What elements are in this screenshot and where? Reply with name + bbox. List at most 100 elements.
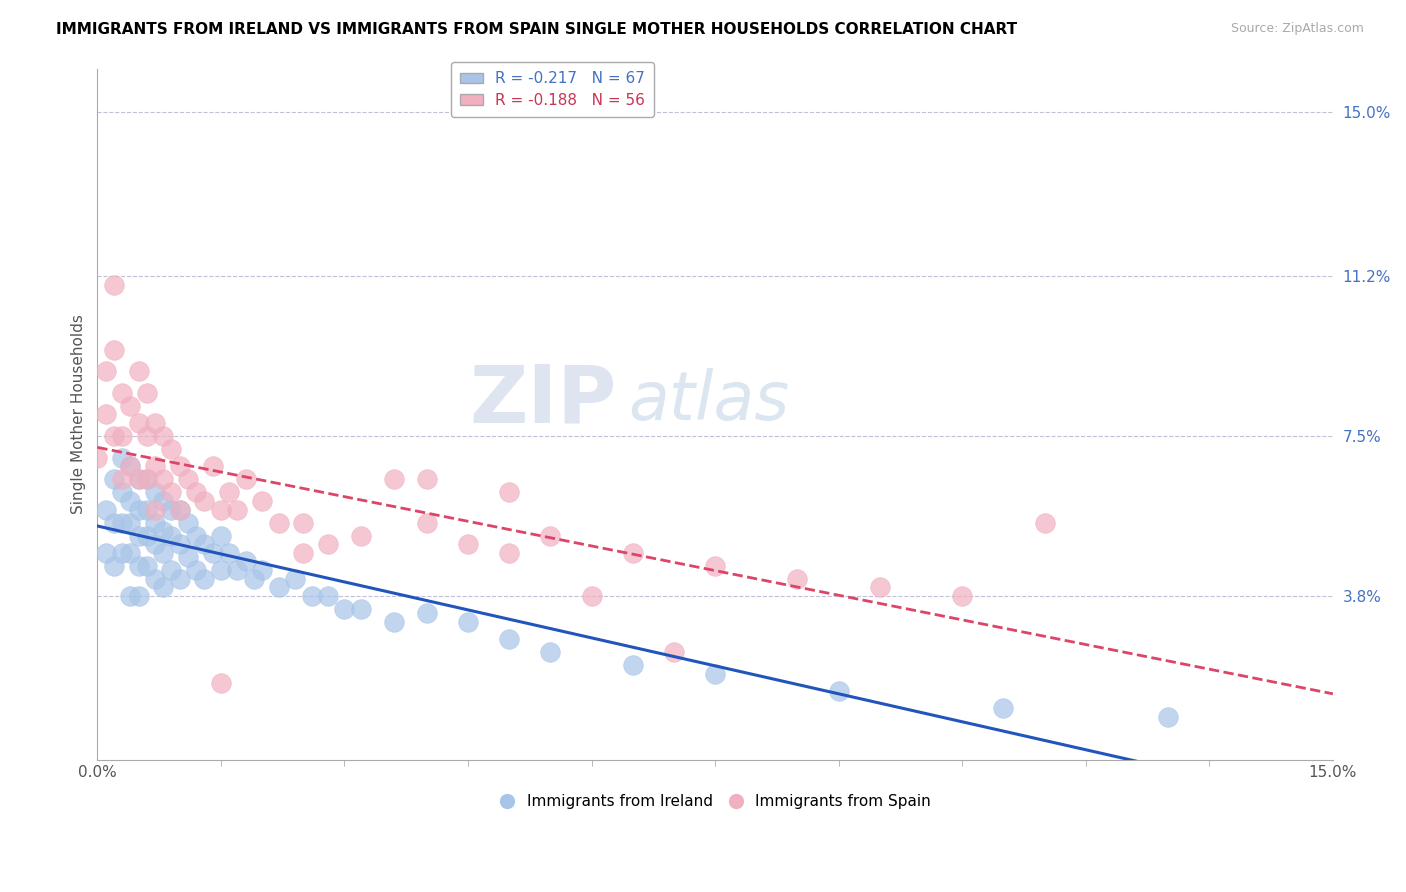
Point — [226, 563, 249, 577]
Point — [1157, 710, 1180, 724]
Point — [103, 516, 125, 530]
Point — [177, 472, 200, 486]
Point — [193, 537, 215, 551]
Point — [103, 343, 125, 357]
Point — [869, 581, 891, 595]
Point — [209, 528, 232, 542]
Point — [538, 645, 561, 659]
Point — [120, 546, 142, 560]
Point — [103, 429, 125, 443]
Point — [135, 528, 157, 542]
Point — [226, 502, 249, 516]
Point — [128, 364, 150, 378]
Point — [333, 602, 356, 616]
Point — [316, 589, 339, 603]
Point — [169, 502, 191, 516]
Point — [103, 277, 125, 292]
Point — [457, 537, 479, 551]
Point — [284, 572, 307, 586]
Point — [128, 416, 150, 430]
Point — [621, 658, 644, 673]
Point — [704, 558, 727, 573]
Point — [498, 632, 520, 647]
Point — [267, 581, 290, 595]
Point — [135, 385, 157, 400]
Point — [621, 546, 644, 560]
Point — [160, 563, 183, 577]
Text: ZIP: ZIP — [470, 361, 616, 440]
Point — [416, 607, 439, 621]
Point — [143, 502, 166, 516]
Point — [111, 516, 134, 530]
Point — [218, 546, 240, 560]
Point — [193, 494, 215, 508]
Point — [169, 502, 191, 516]
Point — [160, 442, 183, 456]
Point — [186, 528, 208, 542]
Point — [120, 459, 142, 474]
Point — [209, 563, 232, 577]
Point — [169, 459, 191, 474]
Point — [135, 502, 157, 516]
Point — [416, 516, 439, 530]
Text: Source: ZipAtlas.com: Source: ZipAtlas.com — [1230, 22, 1364, 36]
Point — [120, 494, 142, 508]
Point — [152, 546, 174, 560]
Point — [193, 572, 215, 586]
Point — [993, 701, 1015, 715]
Point — [169, 537, 191, 551]
Point — [250, 494, 273, 508]
Point — [120, 516, 142, 530]
Point — [209, 675, 232, 690]
Point — [292, 516, 315, 530]
Point — [135, 472, 157, 486]
Point — [94, 502, 117, 516]
Point — [292, 546, 315, 560]
Point — [662, 645, 685, 659]
Point — [143, 485, 166, 500]
Text: atlas: atlas — [628, 368, 790, 434]
Point — [160, 528, 183, 542]
Point — [382, 615, 405, 629]
Point — [186, 485, 208, 500]
Point — [169, 572, 191, 586]
Point — [135, 558, 157, 573]
Point — [111, 472, 134, 486]
Point — [218, 485, 240, 500]
Point — [201, 546, 224, 560]
Point — [111, 485, 134, 500]
Point — [111, 429, 134, 443]
Point — [135, 429, 157, 443]
Point — [498, 485, 520, 500]
Point — [94, 408, 117, 422]
Point — [538, 528, 561, 542]
Point — [316, 537, 339, 551]
Point — [143, 459, 166, 474]
Point — [111, 385, 134, 400]
Point — [103, 558, 125, 573]
Point — [152, 581, 174, 595]
Point — [457, 615, 479, 629]
Point — [186, 563, 208, 577]
Point — [267, 516, 290, 530]
Point — [152, 472, 174, 486]
Point — [498, 546, 520, 560]
Point — [152, 494, 174, 508]
Point — [128, 502, 150, 516]
Point — [350, 528, 373, 542]
Point — [177, 550, 200, 565]
Point — [301, 589, 323, 603]
Point — [128, 589, 150, 603]
Point — [350, 602, 373, 616]
Point — [243, 572, 266, 586]
Point — [177, 516, 200, 530]
Point — [103, 472, 125, 486]
Point — [111, 546, 134, 560]
Point — [143, 537, 166, 551]
Point — [160, 502, 183, 516]
Point — [94, 546, 117, 560]
Point — [120, 399, 142, 413]
Point — [143, 516, 166, 530]
Point — [94, 364, 117, 378]
Point — [120, 459, 142, 474]
